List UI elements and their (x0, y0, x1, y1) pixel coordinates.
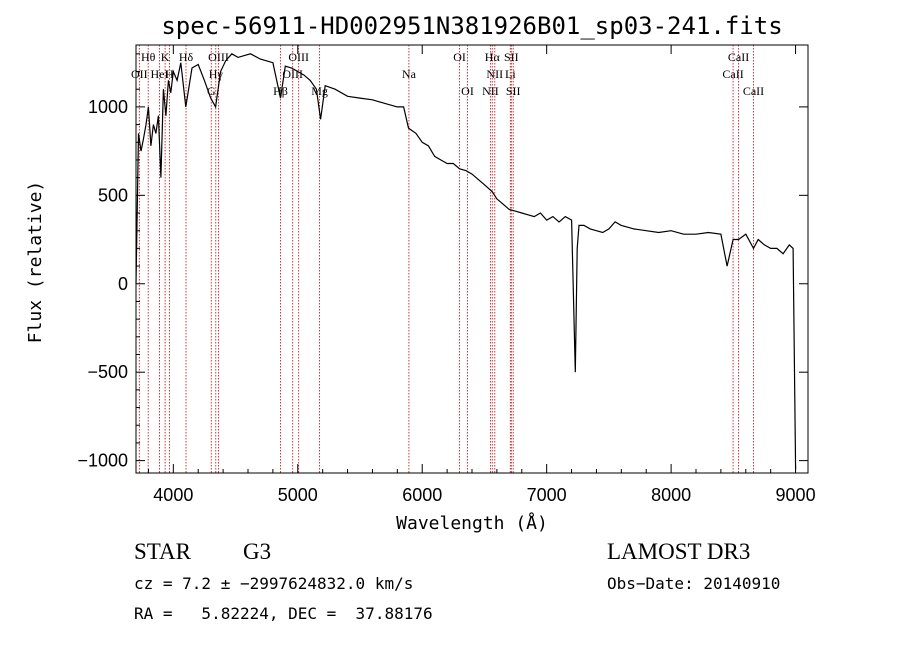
spectral-line-label: OIII (208, 50, 229, 64)
spectral-line-label: G (207, 84, 216, 98)
plot-frame (135, 44, 809, 474)
survey-name: LAMOST DR3 (607, 539, 751, 564)
y-tick-label: −1000 (77, 451, 128, 471)
y-axis-ticks: −1000 −500 0 500 1000 (77, 53, 808, 471)
spectral-line-label: Li (505, 67, 516, 81)
redshift-info: cz = 7.2 ± −2997624832.0 km/s (134, 574, 414, 593)
y-tick-label: 500 (98, 185, 128, 205)
spectrum-series-line (135, 53, 797, 470)
y-tick-label: −500 (87, 362, 128, 382)
y-tick-label: 0 (118, 274, 128, 294)
spectral-line-label: HeI (151, 67, 169, 81)
spectral-line-label: CaII (722, 67, 743, 81)
spectral-line-label: OII (131, 67, 148, 81)
y-axis-label: Flux (relative) (25, 181, 46, 344)
y-tick-label: 1000 (88, 97, 128, 117)
observation-date: Obs−Date: 20140910 (607, 574, 781, 593)
spectral-line-label: NII (486, 67, 503, 81)
x-tick-label: 6000 (402, 485, 442, 505)
x-tick-label: 9000 (776, 485, 816, 505)
spectral-line-label: Hθ (141, 50, 156, 64)
spectral-line-label: CaII (728, 50, 749, 64)
spectral-line-label: K (161, 50, 170, 64)
spectral-line-label: SII (504, 50, 519, 64)
x-axis-ticks: 4000 5000 6000 7000 8000 9000 (147, 45, 816, 505)
object-class: STAR (134, 539, 191, 564)
x-tick-label: 5000 (278, 485, 318, 505)
spectral-line-label: OIII (282, 67, 303, 81)
x-axis-label: Wavelength (Å) (396, 512, 548, 534)
spectral-line-label: Hδ (179, 50, 194, 64)
spectral-line-label: OI (461, 84, 474, 98)
spectral-line-label: SII (506, 84, 521, 98)
spectral-line-label: Hβ (273, 84, 288, 98)
spectral-line-label: CaII (743, 84, 764, 98)
spectral-line-label: NII (482, 84, 499, 98)
spectral-line-label: OIII (288, 50, 309, 64)
x-tick-label: 8000 (651, 485, 691, 505)
spectral-line-label: OI (453, 50, 466, 64)
x-tick-label: 4000 (153, 485, 193, 505)
chart-title: spec-56911-HD002951N381926B01_sp03-241.f… (161, 12, 782, 40)
spectral-line-label: Na (402, 67, 417, 81)
spectral-line-label: Hα (485, 50, 501, 64)
spectral-line-markers (138, 45, 754, 473)
object-subclass: G3 (243, 539, 272, 564)
x-tick-label: 7000 (527, 485, 567, 505)
coordinates: RA = 5.82224, DEC = 37.88176 (134, 604, 433, 623)
spectral-line-label: H (165, 67, 174, 81)
